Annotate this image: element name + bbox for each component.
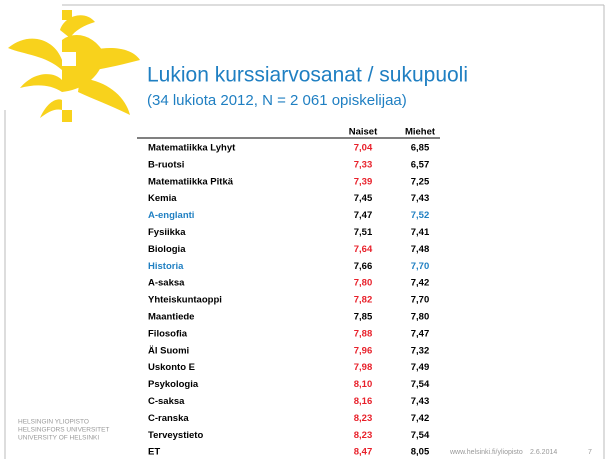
subject: Fysiikka xyxy=(148,227,186,238)
grade: 7,48 xyxy=(411,244,430,255)
grade: 7,70 xyxy=(411,261,430,272)
grade: 7,42 xyxy=(411,413,430,424)
grade: 7,80 xyxy=(354,278,373,289)
grade: 7,54 xyxy=(411,379,430,390)
grade: 7,54 xyxy=(411,430,430,441)
grade: 7,43 xyxy=(411,193,430,204)
footer-page: 7 xyxy=(588,449,592,456)
subject: C-ranska xyxy=(148,413,189,424)
grade: 7,39 xyxy=(354,176,373,187)
slide-title: Lukion kurssiarvosanat / sukupuoli xyxy=(147,64,468,87)
table: Naiset Miehet Matematiikka Lyhyt 7,04 6,85 B-… xyxy=(148,127,436,458)
subject: A-saksa xyxy=(148,278,185,289)
subject: Kemia xyxy=(148,193,177,204)
subject: Matematiikka Lyhyt xyxy=(148,143,236,154)
logo-line: HELSINGFORS UNIVERSITET xyxy=(18,427,109,434)
grade: 7,25 xyxy=(411,176,430,187)
logo-line: HELSINGIN YLIOPISTO xyxy=(18,419,89,426)
logo-flame xyxy=(8,10,140,122)
grade: 8,05 xyxy=(411,447,430,458)
grade: 8,23 xyxy=(354,413,373,424)
footer-url: www.helsinki.fi/yliopisto xyxy=(449,449,523,456)
subject: Maantiede xyxy=(148,312,194,323)
subject: Biologia xyxy=(148,244,186,255)
grade: 7,41 xyxy=(411,227,430,238)
grade: 7,66 xyxy=(354,261,373,272)
subject: Uskonto E xyxy=(148,362,195,373)
grade: 7,82 xyxy=(354,295,373,306)
grade: 7,04 xyxy=(354,143,373,154)
subject: Filosofia xyxy=(148,328,188,339)
grade: 7,47 xyxy=(354,210,373,221)
grade: 8,10 xyxy=(354,379,373,390)
grade: 7,49 xyxy=(411,362,430,373)
grade: 7,47 xyxy=(411,328,430,339)
subject: Terveystieto xyxy=(148,430,203,441)
logo-line: UNIVERSITY OF HELSINKI xyxy=(18,435,99,442)
grade: 7,42 xyxy=(411,278,430,289)
grade: 7,88 xyxy=(354,328,373,339)
grade: 7,96 xyxy=(354,345,373,356)
grade: 7,85 xyxy=(354,312,373,323)
subject: Psykologia xyxy=(148,379,199,390)
grade: 7,52 xyxy=(411,210,430,221)
subject: Äl Suomi xyxy=(148,345,189,356)
grade: 7,64 xyxy=(354,244,373,255)
grade: 7,32 xyxy=(411,345,430,356)
grade: 8,23 xyxy=(354,430,373,441)
grade: 7,98 xyxy=(354,362,373,373)
footer-date: 2.6.2014 xyxy=(530,449,557,456)
subject: A-englanti xyxy=(148,210,194,221)
grade: 7,45 xyxy=(354,193,373,204)
grade: 7,43 xyxy=(411,396,430,407)
subject: C-saksa xyxy=(148,396,185,407)
subject: Yhteiskuntaoppi xyxy=(148,295,222,306)
grade: 7,80 xyxy=(411,312,430,323)
grade: 6,85 xyxy=(411,143,430,154)
grade: 8,47 xyxy=(354,447,373,458)
column-header: Miehet xyxy=(405,127,436,138)
subject: Matematiikka Pitkä xyxy=(148,176,234,187)
slide-subtitle: (34 lukiota 2012, N = 2 061 opiskelijaa) xyxy=(147,92,407,109)
column-header: Naiset xyxy=(349,127,378,138)
grade: 8,16 xyxy=(354,396,373,407)
grade: 7,51 xyxy=(354,227,373,238)
grade: 7,33 xyxy=(354,159,373,170)
grade: 7,70 xyxy=(411,295,430,306)
subject: Historia xyxy=(148,261,184,272)
subject: ET xyxy=(148,447,160,458)
subject: B-ruotsi xyxy=(148,159,184,170)
grade: 6,57 xyxy=(411,159,430,170)
